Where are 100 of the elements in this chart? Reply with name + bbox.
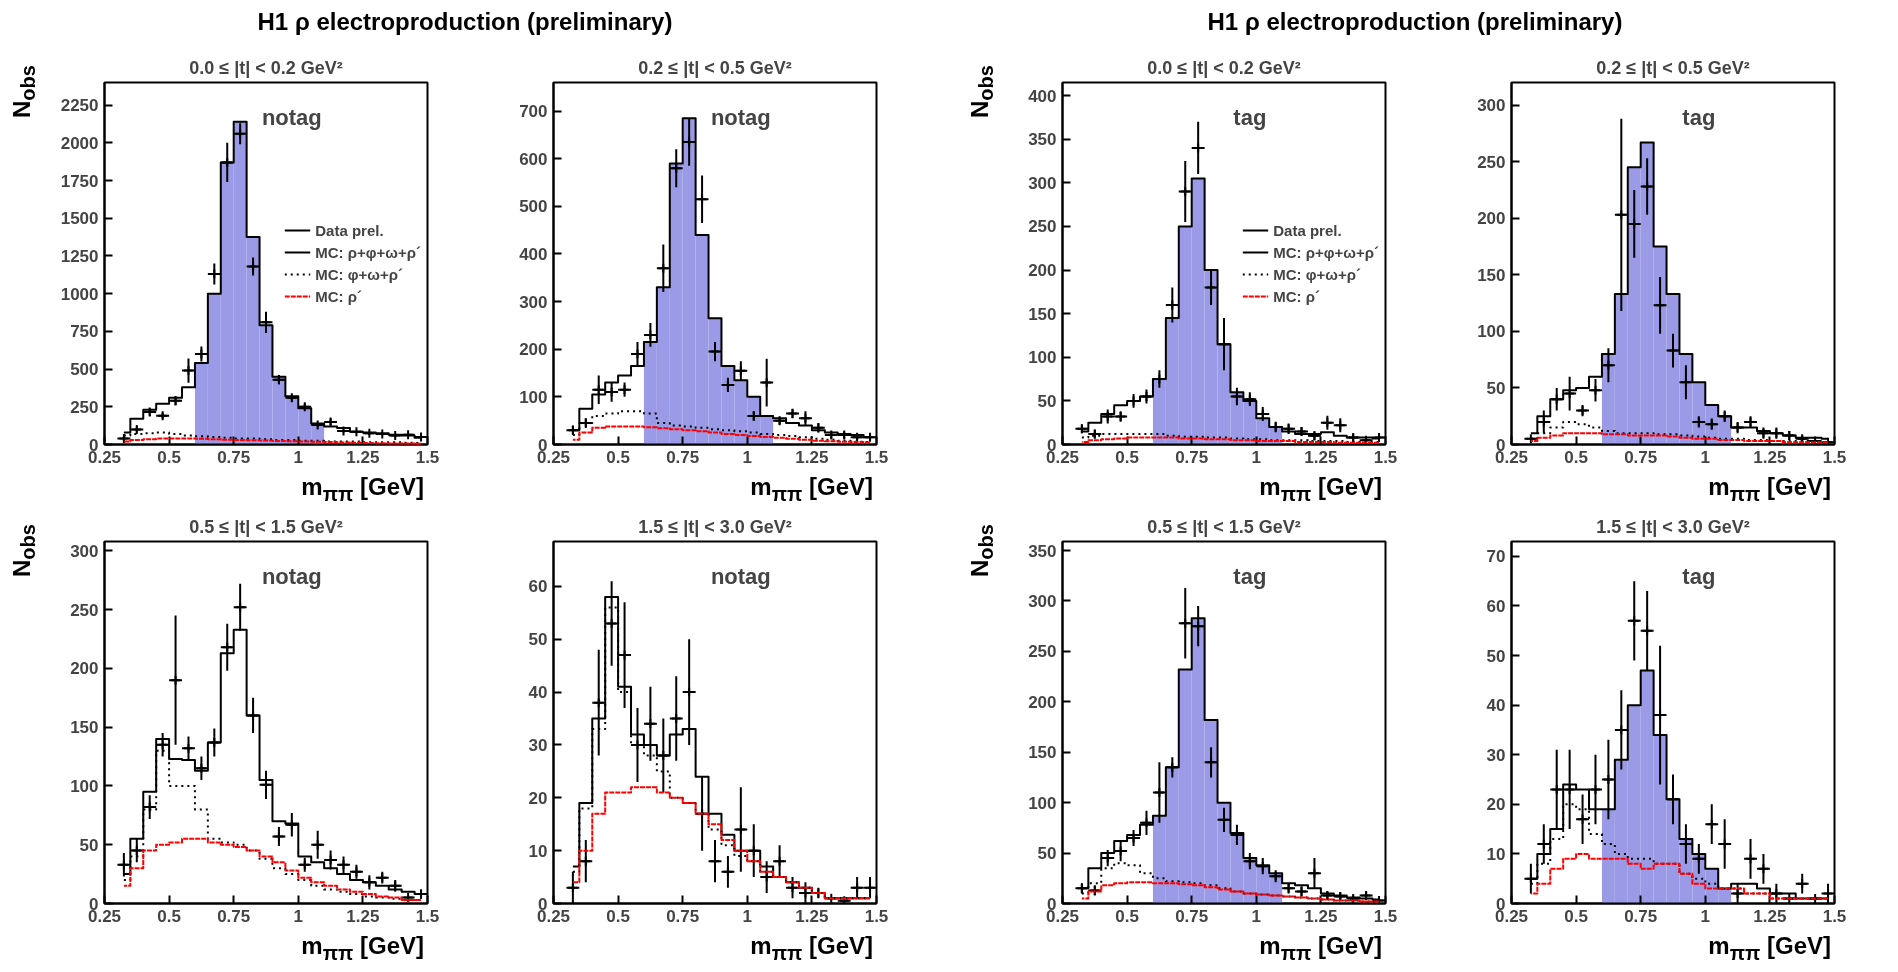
y-tick-label: 200 [519,340,548,360]
x-tick-label: 1 [1251,906,1262,926]
y-tick-label: 10 [528,841,548,861]
y-tick-label: 40 [528,683,548,703]
x-tick-label: 1 [1251,447,1262,467]
chart-subtitle: 0.2 ≤ |t| < 0.5 GeV² [1596,57,1750,78]
y-tick-label: 150 [1477,265,1506,285]
x-axis-title: m$_{ππ}$ [GeV] [301,472,424,507]
y-tick-label: 50 [1486,378,1506,398]
x-tick-label: 0.5 [1564,447,1588,467]
x-tick-label: 1.25 [1753,906,1787,926]
x-tick-label: 1.5 [864,447,889,467]
y-tick-label: 750 [70,322,99,342]
y-tick-label: 100 [1028,793,1057,813]
chart-subtitle: 0.5 ≤ |t| < 1.5 GeV² [189,516,343,537]
legend-label: MC: ρ´ [1273,287,1321,305]
chart-title: H1 ρ electroproduction (preliminary) [1207,7,1623,37]
x-axis-title: m$_{ππ}$ [GeV] [750,931,873,966]
chart-subtitle: 0.2 ≤ |t| < 0.5 GeV² [638,57,792,78]
x-axis-title: m$_{ππ}$ [GeV] [1259,472,1382,507]
y-tick-label: 150 [1028,304,1057,324]
x-axis-title: m$_{ππ}$ [GeV] [1708,472,1831,507]
y-tick-label: 250 [1028,217,1057,237]
x-tick-label: 1.5 [415,447,440,467]
x-tick-label: 0.5 [606,447,630,467]
chart-subtitle: 1.5 ≤ |t| < 3.0 GeV² [1596,516,1750,537]
y-tick-label: 700 [519,102,548,122]
y-tick-label: 250 [70,397,99,417]
y-tick-label: 250 [70,600,99,620]
y-tick-label: 200 [1477,209,1506,229]
y-tick-label: 600 [519,149,548,169]
x-tick-label: 1.25 [795,906,829,926]
y-tick-label: 50 [1037,844,1057,864]
y-tick-label: 200 [1028,692,1057,712]
x-tick-label: 1.25 [1753,447,1787,467]
y-tick-label: 300 [1477,96,1506,116]
x-tick-label: 1.5 [1373,906,1398,926]
annotation: tag [1682,104,1716,130]
y-tick-label: 250 [1477,152,1506,172]
y-tick-label: 150 [1028,743,1057,763]
y-tick-label: 350 [1028,541,1057,561]
x-tick-label: 1 [1700,447,1711,467]
y-tick-label: 500 [519,197,548,217]
x-tick-label: 0.5 [1115,906,1139,926]
x-tick-label: 1.25 [1304,906,1338,926]
y-tick-label: 1000 [60,284,99,304]
legend-label: MC: ρ´ [315,287,363,305]
y-tick-label: 300 [1028,591,1057,611]
y-tick-label: 20 [528,788,548,808]
x-tick-label: 1.25 [346,447,380,467]
y-tick-label: 50 [1486,646,1506,666]
chart-subtitle: 0.5 ≤ |t| < 1.5 GeV² [1147,516,1301,537]
y-tick-label: 30 [1486,745,1506,765]
chart-subtitle: 0.0 ≤ |t| < 0.2 GeV² [189,57,343,78]
y-tick-label: 1250 [60,246,99,266]
y-tick-label: 50 [528,630,548,650]
chart-subtitle: 1.5 ≤ |t| < 3.0 GeV² [638,516,792,537]
annotation: notag [710,563,771,589]
x-tick-label: 1.5 [1822,906,1847,926]
x-axis-title: m$_{ππ}$ [GeV] [1259,931,1382,966]
y-tick-label: 50 [1037,391,1057,411]
x-tick-label: 0.75 [217,906,251,926]
y-tick-label: 50 [79,835,99,855]
y-tick-label: 60 [528,577,548,597]
y-tick-label: 20 [1486,795,1506,815]
y-tick-label: 200 [1028,261,1057,281]
y-tick-label: 400 [1028,86,1057,106]
x-tick-label: 0.5 [157,906,181,926]
y-tick-label: 200 [70,659,99,679]
y-tick-label: 250 [1028,642,1057,662]
y-tick-label: 40 [1486,696,1506,716]
x-tick-label: 0.5 [1564,906,1588,926]
y-tick-label: 100 [70,776,99,796]
x-tick-label: 1.5 [864,906,889,926]
annotation: notag [710,104,771,130]
y-tick-label: 2250 [60,96,99,116]
x-tick-label: 1 [742,447,753,467]
x-tick-label: 0.5 [606,906,630,926]
x-tick-label: 1.5 [415,906,440,926]
y-tick-label: 100 [1477,322,1506,342]
y-tick-label: 1500 [60,209,99,229]
y-tick-label: 300 [70,541,99,561]
x-tick-label: 1.25 [346,906,380,926]
x-tick-label: 0.5 [157,447,181,467]
annotation: notag [261,104,322,130]
x-tick-label: 0.75 [1175,906,1209,926]
x-axis-title: m$_{ππ}$ [GeV] [1708,931,1831,966]
x-tick-label: 0.75 [217,447,251,467]
y-tick-label: 60 [1486,596,1506,616]
legend-label: MC: ρ+φ+ω+ρ´ [315,243,421,261]
annotation: tag [1233,563,1267,589]
legend-label: MC: φ+ω+ρ´ [315,265,403,283]
x-tick-label: 0.75 [1624,447,1658,467]
y-tick-label: 70 [1486,547,1506,567]
legend-label: MC: φ+ω+ρ´ [1273,265,1361,283]
x-tick-label: 1.25 [795,447,829,467]
annotation: tag [1682,563,1716,589]
x-tick-label: 1.5 [1822,447,1847,467]
x-tick-label: 1 [742,906,753,926]
annotation: notag [261,563,322,589]
